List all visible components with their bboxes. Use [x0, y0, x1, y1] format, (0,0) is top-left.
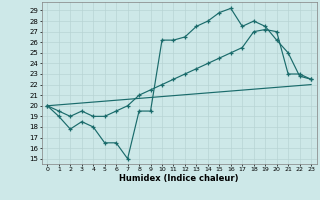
- X-axis label: Humidex (Indice chaleur): Humidex (Indice chaleur): [119, 174, 239, 183]
